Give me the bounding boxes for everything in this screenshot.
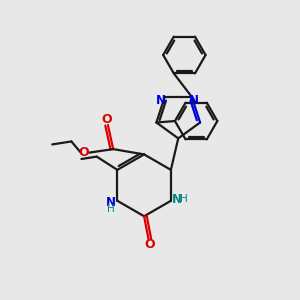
Text: N: N <box>189 94 199 107</box>
Text: O: O <box>144 238 155 251</box>
Text: N: N <box>106 196 116 209</box>
Text: N: N <box>172 193 182 206</box>
Text: N: N <box>156 94 166 107</box>
Text: H: H <box>107 204 115 214</box>
Text: O: O <box>101 113 112 126</box>
Text: O: O <box>78 146 89 159</box>
Text: H: H <box>180 194 188 204</box>
